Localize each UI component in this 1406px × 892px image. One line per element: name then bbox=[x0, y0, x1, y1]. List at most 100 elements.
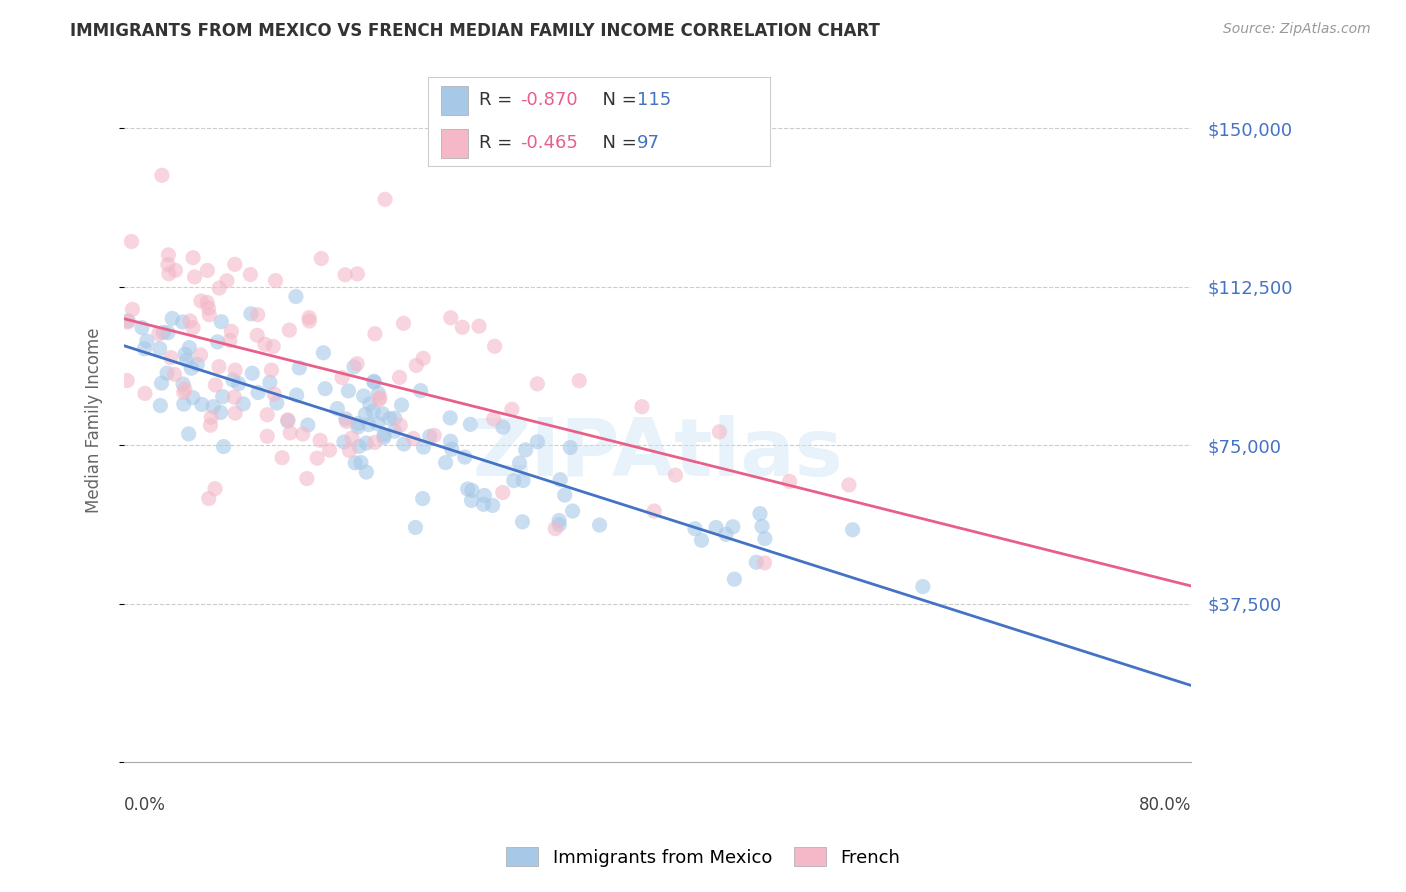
Text: R =: R = bbox=[479, 134, 519, 153]
Point bbox=[183, 269, 205, 284]
Point bbox=[150, 169, 173, 183]
Point bbox=[117, 314, 139, 328]
Point bbox=[512, 474, 534, 488]
Point bbox=[266, 396, 288, 410]
Point bbox=[643, 504, 665, 518]
Point bbox=[288, 360, 311, 375]
Text: Source: ZipAtlas.com: Source: ZipAtlas.com bbox=[1223, 22, 1371, 37]
Point bbox=[200, 410, 222, 425]
Text: 0.0%: 0.0% bbox=[124, 797, 166, 814]
Point bbox=[197, 301, 219, 315]
Point bbox=[173, 397, 195, 411]
Point bbox=[148, 326, 170, 341]
Point bbox=[388, 370, 411, 384]
Point bbox=[484, 339, 506, 353]
Point bbox=[197, 491, 219, 506]
Point bbox=[191, 397, 214, 411]
Point bbox=[745, 555, 768, 569]
Point bbox=[165, 263, 187, 277]
Point bbox=[260, 363, 283, 377]
Point bbox=[277, 413, 299, 427]
Point bbox=[256, 408, 278, 422]
Point bbox=[298, 310, 321, 325]
Point bbox=[509, 456, 531, 470]
Text: 115: 115 bbox=[637, 92, 672, 110]
Point bbox=[588, 518, 610, 533]
Point bbox=[419, 429, 441, 443]
Point bbox=[389, 418, 412, 433]
Point bbox=[221, 324, 243, 338]
Point bbox=[232, 397, 254, 411]
Point bbox=[354, 407, 377, 421]
Point bbox=[150, 376, 173, 391]
Point bbox=[402, 432, 425, 446]
Point bbox=[134, 342, 156, 356]
Point bbox=[121, 302, 143, 317]
Point bbox=[314, 382, 336, 396]
Point bbox=[239, 307, 262, 321]
Point bbox=[347, 417, 370, 431]
Point bbox=[405, 359, 427, 373]
Point bbox=[149, 342, 172, 356]
FancyBboxPatch shape bbox=[441, 128, 468, 158]
Point bbox=[392, 316, 415, 330]
Text: -0.465: -0.465 bbox=[520, 134, 578, 153]
Text: 97: 97 bbox=[637, 134, 661, 153]
Point bbox=[202, 400, 225, 414]
Point bbox=[291, 427, 314, 442]
Point bbox=[434, 456, 457, 470]
Point bbox=[391, 398, 413, 412]
Point bbox=[181, 320, 204, 334]
FancyBboxPatch shape bbox=[441, 86, 468, 115]
Point bbox=[472, 497, 495, 511]
Point bbox=[779, 475, 801, 489]
Point bbox=[263, 387, 285, 401]
Point bbox=[309, 434, 332, 448]
Point bbox=[195, 295, 218, 310]
Point bbox=[346, 267, 368, 281]
Point bbox=[451, 320, 474, 334]
Point bbox=[333, 268, 356, 282]
Point bbox=[346, 357, 368, 371]
Point bbox=[333, 435, 356, 450]
Point bbox=[373, 431, 395, 445]
Point bbox=[367, 417, 389, 431]
Point bbox=[683, 522, 706, 536]
Point bbox=[367, 386, 389, 401]
Point bbox=[357, 417, 380, 432]
Point bbox=[277, 414, 299, 428]
Point bbox=[278, 323, 301, 337]
Point bbox=[204, 378, 226, 392]
Point bbox=[256, 429, 278, 443]
Point bbox=[295, 472, 318, 486]
Point bbox=[339, 443, 361, 458]
Point bbox=[224, 363, 246, 377]
Point bbox=[347, 420, 370, 434]
Point bbox=[115, 374, 138, 388]
Point bbox=[548, 517, 571, 532]
Point bbox=[173, 385, 195, 400]
Text: ZIPAtlas: ZIPAtlas bbox=[472, 415, 844, 493]
Point bbox=[156, 366, 179, 380]
Point bbox=[330, 370, 353, 384]
Point bbox=[253, 337, 276, 351]
Point bbox=[526, 376, 548, 391]
Point bbox=[337, 384, 360, 398]
Point bbox=[152, 326, 174, 340]
Point bbox=[240, 366, 263, 380]
Point bbox=[208, 359, 231, 374]
Point bbox=[204, 482, 226, 496]
Point bbox=[363, 435, 385, 450]
Point bbox=[548, 514, 571, 528]
Point bbox=[311, 252, 333, 266]
Point bbox=[373, 428, 395, 442]
Point bbox=[211, 390, 233, 404]
Point bbox=[157, 326, 180, 340]
Text: -0.870: -0.870 bbox=[520, 92, 578, 110]
Point bbox=[224, 257, 246, 271]
Point bbox=[284, 289, 307, 303]
Point bbox=[704, 520, 727, 534]
Text: R =: R = bbox=[479, 92, 519, 110]
Point bbox=[392, 437, 415, 451]
Point bbox=[160, 311, 183, 326]
